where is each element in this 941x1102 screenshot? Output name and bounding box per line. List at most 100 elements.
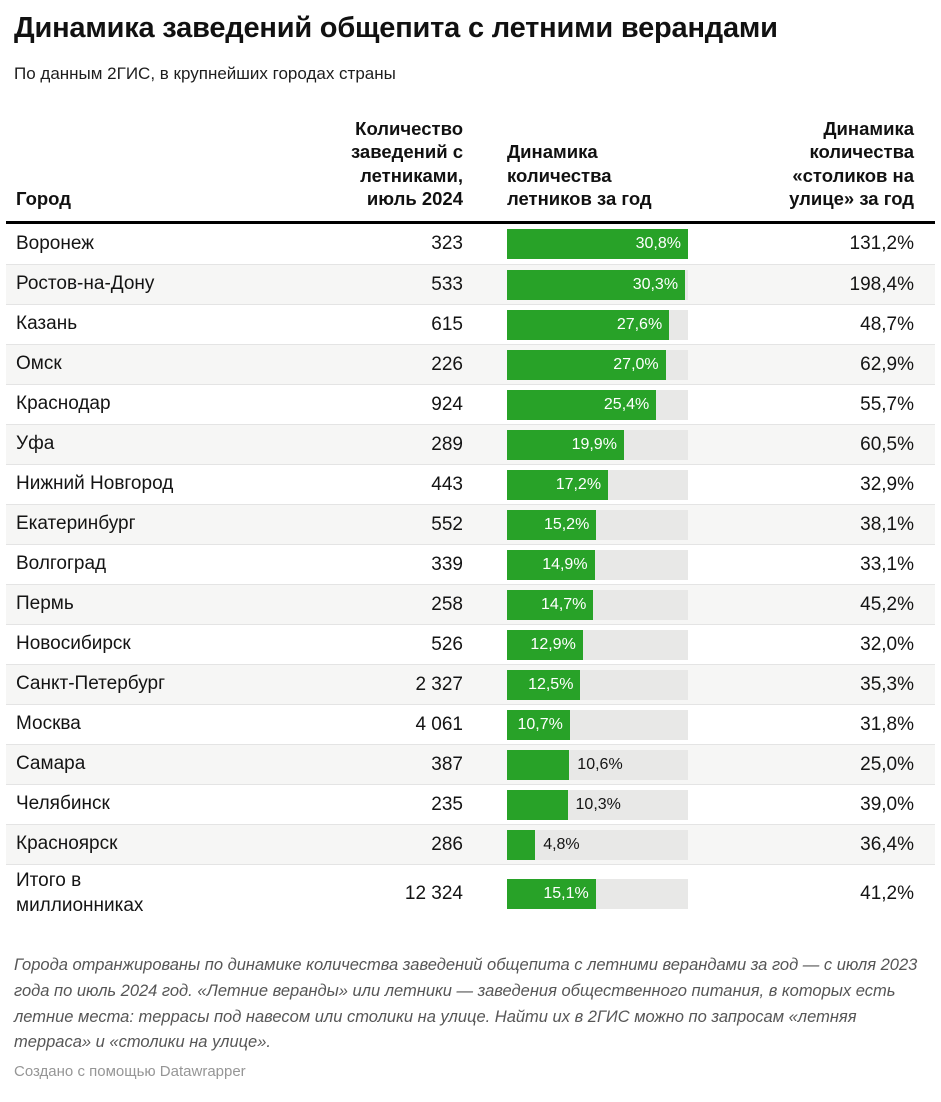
street-tables-cell: 25,0%	[860, 753, 914, 775]
chart-subtitle: По данным 2ГИС, в крупнейших городах стр…	[14, 64, 396, 83]
bar-cell: 15,2%	[463, 509, 688, 540]
city-cell: Екатеринбург	[16, 513, 136, 535]
city-cell: Санкт-Петербург	[16, 673, 166, 695]
table-row: Волгоград 339 14,9% 33,1%	[6, 544, 935, 584]
bar-cell: 25,4%	[463, 389, 688, 420]
col-header-count: Количество заведений с летниками, июль 2…	[350, 118, 463, 209]
count-cell: 289	[431, 433, 463, 455]
table-row: Москва 4 061 10,7% 31,8%	[6, 704, 935, 744]
bar-track: 19,9%	[507, 429, 688, 460]
bar-label: 4,8%	[543, 835, 580, 853]
count-cell: 235	[431, 793, 463, 815]
bar-track: 15,2%	[507, 509, 688, 540]
bar-track: 27,0%	[507, 349, 688, 380]
bar-label: 15,2%	[543, 515, 590, 533]
street-tables-cell: 32,0%	[860, 633, 914, 655]
bar-label: 14,7%	[541, 595, 587, 613]
dynamics-bar: 30,8%	[507, 229, 688, 260]
bar-track: 15,1%	[507, 878, 688, 909]
bar-label: 10,6%	[577, 755, 623, 773]
bar-track: 27,6%	[507, 309, 688, 340]
table-row: Самара 387 10,6% 25,0%	[6, 744, 935, 785]
count-cell: 226	[431, 353, 463, 375]
street-tables-cell: 41,2%	[860, 882, 914, 904]
dynamics-bar	[507, 749, 570, 780]
bar-label: 27,0%	[613, 355, 659, 373]
datawrapper-credit: Создано с помощью Datawrapper	[14, 1063, 246, 1081]
dynamics-bar: 12,5%	[507, 669, 581, 700]
bar-cell: 30,3%	[463, 269, 688, 300]
table-row: Красноярск 286 4,8% 36,4%	[6, 824, 935, 865]
bar-label: 25,4%	[603, 395, 650, 413]
table-row: Ростов-на-Дону 533 30,3% 198,4%	[6, 264, 935, 305]
bar-cell: 10,7%	[463, 709, 688, 740]
bar-cell: 12,5%	[463, 669, 688, 700]
bar-track: 10,6%	[507, 749, 688, 780]
street-tables-cell: 36,4%	[860, 833, 914, 855]
count-cell: 2 327	[415, 673, 463, 695]
dynamics-bar: 19,9%	[507, 429, 624, 460]
table-row: Итого в миллионниках 12 324 15,1% 41,2%	[6, 864, 935, 922]
bar-cell: 4,8%	[463, 829, 688, 860]
city-cell: Итого в миллионниках	[16, 870, 144, 916]
dynamics-bar: 14,9%	[507, 549, 595, 580]
street-tables-cell: 33,1%	[860, 553, 914, 575]
city-cell: Самара	[16, 753, 86, 775]
table-row: Краснодар 924 25,4% 55,7%	[6, 384, 935, 424]
count-cell: 4 061	[415, 713, 463, 735]
bar-cell: 19,9%	[463, 429, 688, 460]
bar-track: 14,9%	[507, 549, 688, 580]
bar-cell: 17,2%	[463, 469, 688, 500]
count-cell: 387	[431, 753, 463, 775]
bar-track: 30,3%	[507, 269, 688, 300]
bar-label: 30,3%	[632, 275, 679, 293]
table-row: Уфа 289 19,9% 60,5%	[6, 424, 935, 465]
table-row: Екатеринбург 552 15,2% 38,1%	[6, 504, 935, 545]
street-tables-cell: 38,1%	[860, 513, 914, 535]
col-header-city: Город	[16, 187, 71, 209]
count-cell: 526	[431, 633, 463, 655]
bar-label: 15,1%	[543, 884, 589, 902]
dynamics-bar: 14,7%	[507, 589, 594, 620]
city-cell: Ростов-на-Дону	[16, 273, 155, 295]
footnote: Города отранжированы по динамике количес…	[14, 956, 918, 1052]
street-tables-cell: 32,9%	[860, 473, 914, 495]
bar-track: 4,8%	[507, 829, 688, 860]
dynamics-bar	[507, 789, 568, 820]
bar-label: 19,9%	[571, 435, 617, 453]
table-row: Казань 615 27,6% 48,7%	[6, 304, 935, 344]
table-row: Воронеж 323 30,8% 131,2%	[6, 224, 935, 264]
bar-track: 25,4%	[507, 389, 688, 420]
bar-label: 12,5%	[528, 675, 574, 693]
street-tables-cell: 39,0%	[860, 793, 914, 815]
dynamics-bar: 27,6%	[507, 309, 670, 340]
col-header-dynamics: Динамика количества летников за год	[507, 141, 652, 209]
street-tables-cell: 198,4%	[849, 273, 914, 295]
street-tables-cell: 62,9%	[860, 353, 914, 375]
city-cell: Пермь	[16, 593, 74, 615]
bar-track: 17,2%	[507, 469, 688, 500]
dynamics-bar: 25,4%	[507, 389, 657, 420]
city-cell: Новосибирск	[16, 633, 131, 655]
dynamics-bar: 15,1%	[507, 878, 596, 909]
dynamics-bar: 15,2%	[507, 509, 597, 540]
street-tables-cell: 60,5%	[860, 433, 914, 455]
bar-track: 12,5%	[507, 669, 688, 700]
bar-cell: 27,0%	[463, 349, 688, 380]
count-cell: 443	[431, 473, 463, 495]
city-cell: Казань	[16, 313, 78, 335]
chart-title: Динамика заведений общепита с летними ве…	[14, 12, 778, 44]
table-header-row: Город Количество заведений с летниками, …	[6, 117, 935, 225]
city-cell: Нижний Новгород	[16, 473, 174, 495]
city-cell: Москва	[16, 713, 81, 735]
count-cell: 339	[431, 553, 463, 575]
bar-track: 10,7%	[507, 709, 688, 740]
count-cell: 12 324	[404, 882, 463, 904]
data-table: Город Количество заведений с летниками, …	[6, 117, 935, 922]
count-cell: 286	[431, 833, 463, 855]
dynamics-bar	[507, 829, 536, 860]
bar-cell: 30,8%	[463, 229, 688, 260]
dynamics-bar: 30,3%	[507, 269, 686, 300]
bar-track: 30,8%	[507, 229, 688, 260]
bar-cell: 12,9%	[463, 629, 688, 660]
